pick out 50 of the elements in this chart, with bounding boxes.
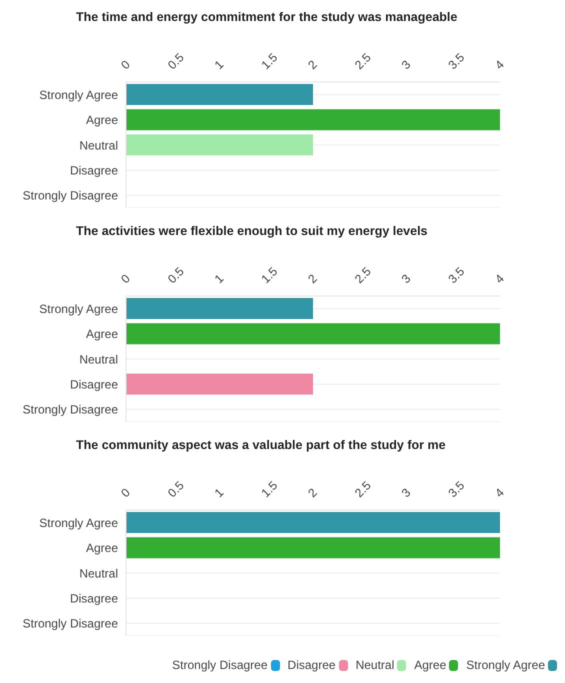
legend-label: Disagree — [288, 658, 336, 672]
x-tick-label: 0.5 — [164, 264, 187, 286]
y-tick-label: Neutral — [79, 138, 118, 152]
y-tick-label: Disagree — [70, 163, 118, 178]
x-tick-label: 2.5 — [352, 478, 374, 500]
legend-label: Strongly Agree — [466, 658, 545, 672]
x-tick-label: 1.5 — [258, 264, 280, 286]
x-tick-label: 0 — [118, 57, 134, 72]
x-tick-label: 3 — [398, 57, 414, 72]
x-tick-label: 3 — [398, 485, 414, 500]
x-tick-label: 0 — [118, 485, 134, 500]
y-tick-label: Strongly Disagree — [22, 402, 118, 417]
x-tick-label: 1.5 — [258, 50, 280, 72]
x-tick-label: 3.5 — [445, 264, 468, 286]
x-tick-label: 4 — [492, 485, 508, 500]
y-tick-label: Disagree — [70, 591, 118, 606]
x-tick-label: 0 — [118, 271, 134, 286]
y-tick-label: Disagree — [70, 377, 118, 392]
y-tick-label: Agree — [86, 541, 118, 556]
x-tick-label: 1 — [212, 271, 227, 286]
x-tick-label: 2 — [305, 57, 320, 72]
chart-title: The time and energy commitment for the study was manageable — [75, 9, 458, 26]
chart-title: The community aspect was a valuable part of the study for me — [75, 437, 447, 454]
y-tick-label: Agree — [86, 327, 118, 342]
x-tick-label: 3 — [398, 271, 414, 286]
y-tick-label: Neutral — [79, 566, 118, 580]
y-tick-label: Strongly Disagree — [22, 188, 118, 203]
legend-label: Agree — [414, 658, 446, 672]
x-tick-label: 2 — [305, 485, 320, 500]
x-tick-label: 3.5 — [445, 478, 468, 500]
x-tick-label: 1 — [212, 57, 227, 72]
y-tick-label: Strongly Agree — [39, 302, 118, 316]
chart-title: The activities were flexible enough to suit my energy levels — [75, 223, 429, 240]
x-tick-label: 0.5 — [164, 478, 187, 500]
x-tick-label: 4 — [492, 271, 508, 286]
x-tick-label: 2.5 — [352, 50, 374, 72]
x-tick-label: 2.5 — [352, 264, 374, 286]
x-tick-label: 1.5 — [258, 478, 280, 500]
x-tick-label: 4 — [492, 57, 508, 72]
y-tick-label: Agree — [86, 113, 118, 128]
y-tick-label: Strongly Agree — [39, 88, 118, 102]
x-tick-label: 1 — [212, 485, 227, 500]
x-tick-label: 3.5 — [445, 50, 468, 72]
legend-label: Strongly Disagree — [172, 658, 268, 672]
x-tick-label: 0.5 — [164, 50, 187, 72]
x-tick-label: 2 — [305, 271, 320, 286]
y-tick-label: Strongly Disagree — [22, 616, 118, 631]
y-tick-label: Strongly Agree — [39, 516, 118, 530]
legend-label: Neutral — [356, 658, 394, 672]
y-tick-label: Neutral — [79, 352, 118, 366]
